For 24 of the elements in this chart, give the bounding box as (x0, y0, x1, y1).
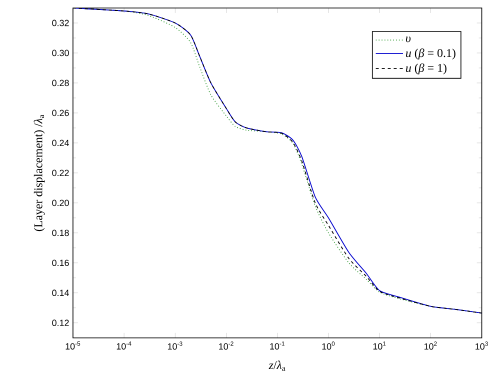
y-tick-label: 0.16 (52, 260, 69, 266)
y-tick-label: 0.30 (52, 50, 69, 56)
y-tick-label: 0.22 (52, 170, 69, 176)
x-tick-label: 10$^{3}$ (476, 342, 488, 350)
y-tick-label: 0.28 (52, 80, 69, 86)
x-tick-label: 10$^{2}$ (424, 342, 437, 350)
y-tick-label: 0.14 (52, 290, 69, 296)
x-tick-label: 10$^{-2}$ (219, 342, 234, 350)
legend-label: u (β = 1) (406, 64, 446, 74)
legend-label: υ (406, 36, 411, 42)
y-tick-label: 0.26 (52, 110, 69, 116)
x-tick-label: 10$^{-5}$ (66, 342, 80, 350)
legend-label: u (β = 0.1) (406, 48, 456, 60)
y-tick-label: 0.24 (52, 140, 69, 146)
x-tick-label: 10$^{0}$ (322, 342, 335, 350)
y-tick-label: 0.32 (52, 20, 69, 26)
y-tick-label: 0.20 (52, 200, 69, 206)
x-tick-label: 10$^{-3}$ (168, 342, 182, 350)
y-tick-label: 0.12 (52, 320, 69, 326)
x-tick-label: 10$^{1}$ (373, 342, 386, 350)
x-tick-label: 10$^{-1}$ (270, 342, 284, 350)
x-tick-label: 10$^{-4}$ (116, 342, 132, 350)
x-axis-title: z/λ$_{a}$ (268, 360, 286, 372)
y-tick-label: 0.18 (52, 230, 69, 236)
